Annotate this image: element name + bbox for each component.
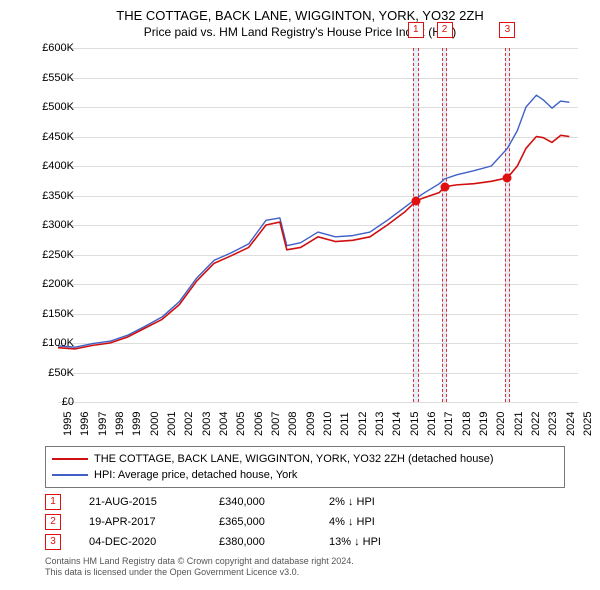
xtick-label: 2015 — [409, 412, 421, 436]
chart-area: 123 — [58, 48, 578, 402]
sale-date-3: 04-DEC-2020 — [89, 536, 219, 548]
sale-marker-num-box: 2 — [437, 22, 453, 38]
sale-marker-dot — [440, 182, 449, 191]
legend-row-hpi: HPI: Average price, detached house, York — [52, 467, 558, 483]
ytick-label: £350K — [22, 190, 74, 202]
xtick-label: 2003 — [201, 412, 213, 436]
sale-diff-3: 13% ↓ HPI — [329, 536, 449, 548]
sales-row-2: 2 19-APR-2017 £365,000 4% ↓ HPI — [45, 512, 565, 532]
xtick-label: 2022 — [530, 412, 542, 436]
ytick-label: £500K — [22, 101, 74, 113]
sale-marker-num-box: 3 — [499, 22, 515, 38]
xtick-label: 2018 — [461, 412, 473, 436]
xtick-label: 2020 — [495, 412, 507, 436]
legend-label-property: THE COTTAGE, BACK LANE, WIGGINTON, YORK,… — [94, 453, 494, 465]
xtick-label: 2005 — [235, 412, 247, 436]
xtick-label: 2009 — [305, 412, 317, 436]
sales-row-1: 1 21-AUG-2015 £340,000 2% ↓ HPI — [45, 492, 565, 512]
legend-row-property: THE COTTAGE, BACK LANE, WIGGINTON, YORK,… — [52, 451, 558, 467]
sale-marker-num-box: 1 — [408, 22, 424, 38]
xtick-label: 2025 — [582, 412, 594, 436]
ytick-label: £200K — [22, 278, 74, 290]
sale-date-1: 21-AUG-2015 — [89, 496, 219, 508]
xtick-label: 2011 — [339, 412, 351, 436]
sale-marker-dot — [411, 197, 420, 206]
series-line-property — [58, 135, 569, 349]
ytick-label: £50K — [22, 367, 74, 379]
ytick-label: £300K — [22, 219, 74, 231]
xtick-label: 2014 — [391, 412, 403, 436]
xtick-label: 1999 — [131, 412, 143, 436]
sale-diff-2: 4% ↓ HPI — [329, 516, 449, 528]
xtick-label: 2007 — [270, 412, 282, 436]
series-svg — [58, 48, 578, 402]
xtick-label: 2006 — [253, 412, 265, 436]
sale-price-1: £340,000 — [219, 496, 329, 508]
sale-marker-box-1: 1 — [45, 494, 61, 510]
sales-table: 1 21-AUG-2015 £340,000 2% ↓ HPI 2 19-APR… — [45, 492, 565, 552]
ytick-label: £550K — [22, 72, 74, 84]
xtick-label: 2008 — [287, 412, 299, 436]
footer-line-2: This data is licensed under the Open Gov… — [45, 567, 565, 578]
chart-container: THE COTTAGE, BACK LANE, WIGGINTON, YORK,… — [0, 0, 600, 590]
sale-price-3: £380,000 — [219, 536, 329, 548]
gridline-h — [58, 402, 578, 403]
ytick-label: £400K — [22, 160, 74, 172]
legend-swatch-property — [52, 458, 88, 460]
xtick-label: 1996 — [79, 412, 91, 436]
xtick-label: 2012 — [357, 412, 369, 436]
xtick-label: 2017 — [443, 412, 455, 436]
legend-label-hpi: HPI: Average price, detached house, York — [94, 469, 297, 481]
title-line-1: THE COTTAGE, BACK LANE, WIGGINTON, YORK,… — [0, 8, 600, 23]
legend: THE COTTAGE, BACK LANE, WIGGINTON, YORK,… — [45, 446, 565, 488]
sale-marker-dot — [503, 173, 512, 182]
ytick-label: £100K — [22, 337, 74, 349]
ytick-label: £250K — [22, 249, 74, 261]
sales-row-3: 3 04-DEC-2020 £380,000 13% ↓ HPI — [45, 532, 565, 552]
xtick-label: 2001 — [166, 412, 178, 436]
ytick-label: £0 — [22, 396, 74, 408]
sale-price-2: £365,000 — [219, 516, 329, 528]
xtick-label: 1997 — [97, 412, 109, 436]
ytick-label: £600K — [22, 42, 74, 54]
xtick-label: 2004 — [218, 412, 230, 436]
sale-marker-box-3: 3 — [45, 534, 61, 550]
xtick-label: 2023 — [547, 412, 559, 436]
footer-line-1: Contains HM Land Registry data © Crown c… — [45, 556, 565, 567]
series-line-hpi — [58, 95, 569, 347]
xtick-label: 2010 — [322, 412, 334, 436]
xtick-label: 1995 — [62, 412, 74, 436]
ytick-label: £150K — [22, 308, 74, 320]
xtick-label: 2019 — [478, 412, 490, 436]
xtick-label: 2016 — [426, 412, 438, 436]
sale-diff-1: 2% ↓ HPI — [329, 496, 449, 508]
footer: Contains HM Land Registry data © Crown c… — [45, 556, 565, 579]
sale-date-2: 19-APR-2017 — [89, 516, 219, 528]
xtick-label: 2013 — [374, 412, 386, 436]
xtick-label: 2021 — [513, 412, 525, 436]
xtick-label: 2024 — [565, 412, 577, 436]
sale-marker-box-2: 2 — [45, 514, 61, 530]
xtick-label: 2000 — [149, 412, 161, 436]
legend-swatch-hpi — [52, 474, 88, 476]
ytick-label: £450K — [22, 131, 74, 143]
xtick-label: 1998 — [114, 412, 126, 436]
xtick-label: 2002 — [183, 412, 195, 436]
